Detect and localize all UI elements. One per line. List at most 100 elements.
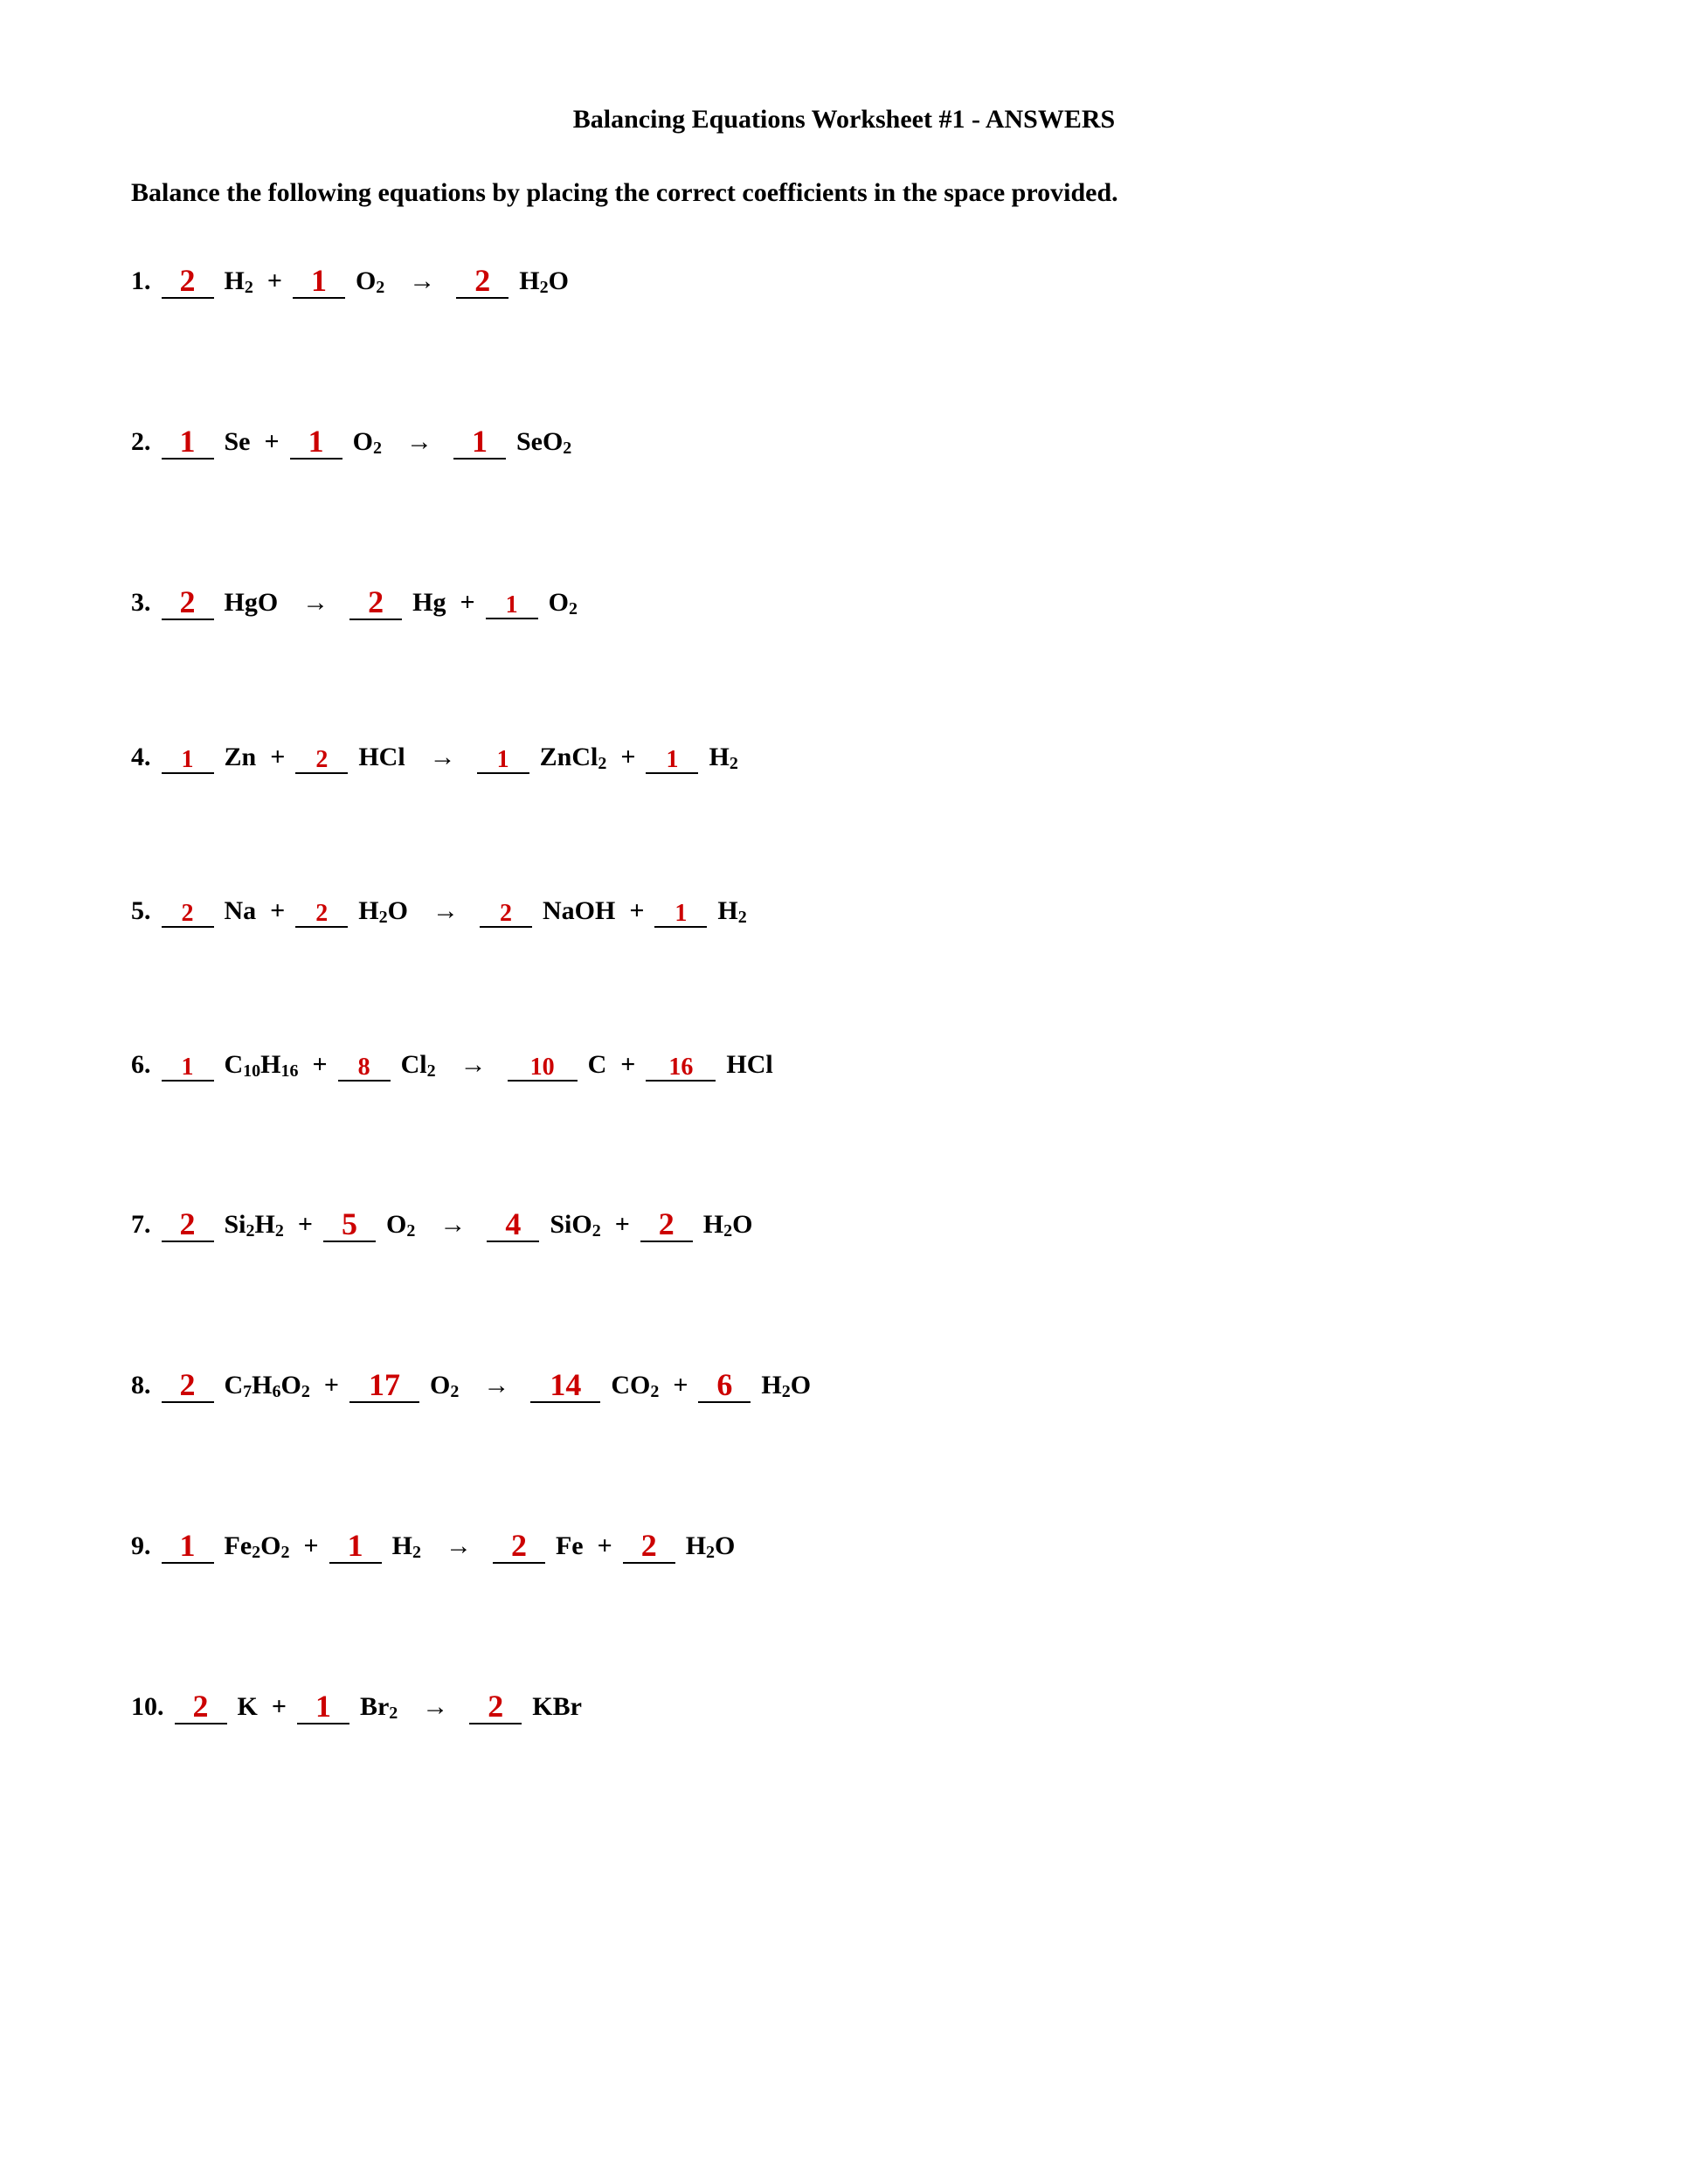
coefficient-blank: 2 — [175, 1686, 227, 1724]
arrow-icon: → — [302, 588, 329, 618]
coefficient-answer: 2 — [500, 900, 512, 927]
coefficient-answer: 1 — [182, 1054, 194, 1081]
coefficient-blank: 16 — [646, 1050, 716, 1082]
arrow-icon: → — [460, 1050, 487, 1080]
coefficient-blank: 2 — [162, 1365, 214, 1403]
coefficient-answer: 2 — [488, 1689, 503, 1724]
coefficient-blank: 17 — [349, 1365, 419, 1403]
coefficient-blank: 1 — [162, 743, 214, 774]
chemical-formula: Na — [225, 896, 257, 926]
coefficient-blank: 2 — [623, 1525, 675, 1564]
chemical-formula: O2 — [353, 427, 382, 457]
chemical-formula: H2 — [392, 1531, 421, 1561]
coefficient-answer: 6 — [716, 1367, 732, 1402]
coefficient-blank: 1 — [293, 260, 345, 299]
coefficient-blank: 8 — [338, 1050, 391, 1082]
chemical-formula: O2 — [430, 1371, 459, 1400]
chemical-formula: Fe — [556, 1531, 584, 1561]
coefficient-answer: 1 — [182, 746, 194, 773]
coefficient-answer: 1 — [497, 746, 509, 773]
equations-list: 1.2H2+1O2→2H2O2.1Se+1O2→1SeO23.2HgO→2Hg+… — [131, 260, 1557, 1724]
coefficient-blank: 2 — [469, 1686, 522, 1724]
coefficient-blank: 1 — [453, 421, 506, 460]
coefficient-blank: 2 — [640, 1204, 693, 1242]
equation-row: 8.2C7H6O2+17O2→14CO2+6H2O — [131, 1365, 1557, 1403]
operator-plus: + — [265, 427, 280, 457]
coefficient-answer: 2 — [474, 263, 490, 298]
coefficient-answer: 1 — [180, 1528, 196, 1563]
coefficient-blank: 2 — [162, 1204, 214, 1242]
coefficient-blank: 5 — [323, 1204, 376, 1242]
chemical-formula: Si2H2 — [225, 1210, 284, 1240]
coefficient-answer: 2 — [180, 584, 196, 619]
chemical-formula: H2O — [519, 266, 569, 296]
chemical-formula: Fe2O2 — [225, 1531, 290, 1561]
chemical-formula: C10H16 — [225, 1050, 299, 1080]
coefficient-answer: 1 — [675, 900, 687, 927]
operator-plus: + — [298, 1210, 313, 1240]
coefficient-answer: 2 — [641, 1528, 657, 1563]
coefficient-answer: 4 — [505, 1206, 521, 1241]
coefficient-blank: 2 — [456, 260, 508, 299]
equation-number: 1. — [131, 266, 151, 296]
operator-plus: + — [460, 588, 475, 618]
equation-row: 2.1Se+1O2→1SeO2 — [131, 421, 1557, 460]
chemical-formula: O2 — [356, 266, 384, 296]
equation-number: 8. — [131, 1371, 151, 1400]
coefficient-answer: 16 — [668, 1054, 693, 1081]
chemical-formula: SeO2 — [516, 427, 571, 457]
chemical-formula: Se — [225, 427, 251, 457]
equation-row: 10.2K+1Br2→2KBr — [131, 1686, 1557, 1724]
chemical-formula: Zn — [225, 743, 257, 772]
operator-plus: + — [629, 896, 644, 926]
chemical-formula: KBr — [532, 1692, 582, 1722]
chemical-formula: K — [238, 1692, 258, 1722]
chemical-formula: HCl — [358, 743, 405, 772]
chemical-formula: C — [588, 1050, 607, 1080]
equation-number: 7. — [131, 1210, 151, 1240]
coefficient-blank: 6 — [698, 1365, 751, 1403]
coefficient-answer: 14 — [550, 1367, 581, 1402]
operator-plus: + — [303, 1531, 318, 1561]
chemical-formula: Hg — [412, 588, 446, 618]
arrow-icon: → — [446, 1531, 472, 1561]
coefficient-blank: 1 — [329, 1525, 382, 1564]
coefficient-blank: 2 — [162, 260, 214, 299]
equation-number: 5. — [131, 896, 151, 926]
coefficient-answer: 1 — [472, 424, 488, 459]
arrow-icon: → — [422, 1692, 448, 1722]
arrow-icon: → — [432, 896, 459, 926]
operator-plus: + — [270, 896, 285, 926]
equation-number: 10. — [131, 1692, 164, 1722]
coefficient-answer: 2 — [659, 1206, 675, 1241]
worksheet-instructions: Balance the following equations by placi… — [131, 178, 1557, 208]
coefficient-answer: 1 — [348, 1528, 363, 1563]
operator-plus: + — [620, 743, 635, 772]
arrow-icon: → — [483, 1371, 509, 1400]
chemical-formula: NaOH — [543, 896, 615, 926]
coefficient-answer: 8 — [358, 1054, 370, 1081]
chemical-formula: H2O — [358, 896, 408, 926]
equation-row: 7.2Si2H2+5O2→4SiO2+2H2O — [131, 1204, 1557, 1242]
chemical-formula: ZnCl2 — [540, 743, 607, 772]
coefficient-answer: 2 — [180, 263, 196, 298]
operator-plus: + — [598, 1531, 612, 1561]
coefficient-blank: 2 — [162, 582, 214, 620]
operator-plus: + — [673, 1371, 688, 1400]
chemical-formula: H2O — [703, 1210, 753, 1240]
operator-plus: + — [267, 266, 282, 296]
chemical-formula: Br2 — [360, 1692, 398, 1722]
coefficient-answer: 2 — [193, 1689, 209, 1724]
equation-number: 4. — [131, 743, 151, 772]
operator-plus: + — [324, 1371, 339, 1400]
coefficient-blank: 2 — [493, 1525, 545, 1564]
coefficient-answer: 1 — [315, 1689, 331, 1724]
coefficient-blank: 2 — [349, 582, 402, 620]
chemical-formula: H2 — [709, 743, 737, 772]
chemical-formula: HgO — [225, 588, 279, 618]
arrow-icon: → — [439, 1210, 466, 1240]
chemical-formula: O2 — [549, 588, 578, 618]
equation-row: 1.2H2+1O2→2H2O — [131, 260, 1557, 299]
coefficient-answer: 2 — [368, 584, 384, 619]
operator-plus: + — [272, 1692, 287, 1722]
